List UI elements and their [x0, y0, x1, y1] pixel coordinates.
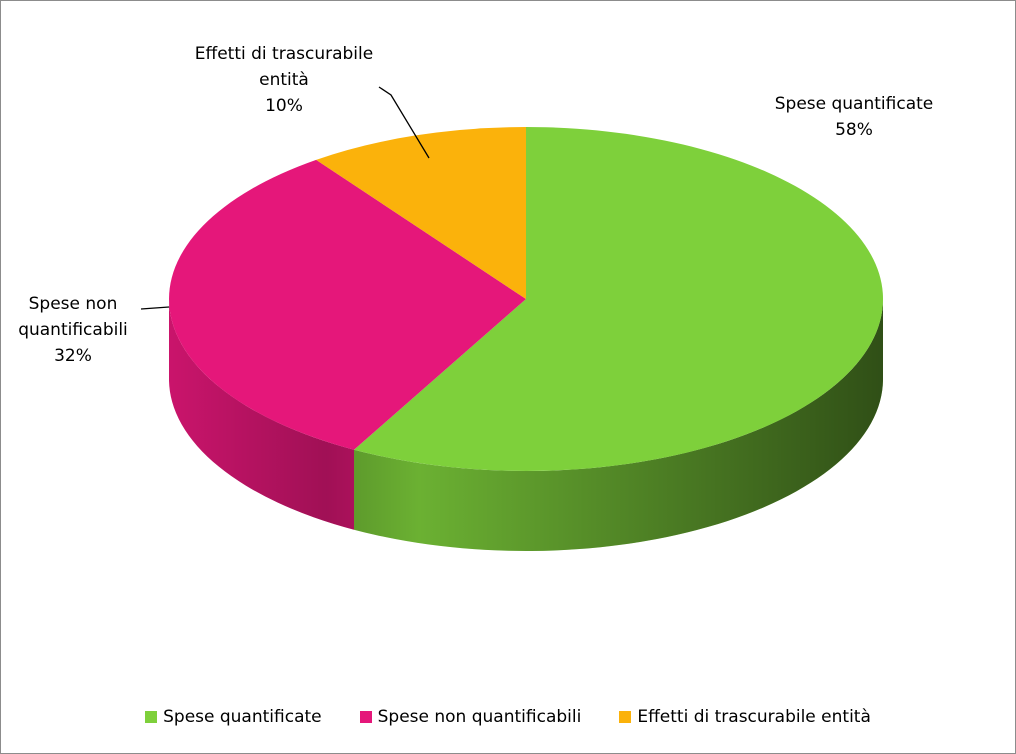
data-label-value: 10% — [265, 96, 303, 116]
legend-item: Spese quantificate — [145, 707, 322, 727]
legend-swatch — [619, 711, 632, 723]
data-label-category: Effetti di trascurabile entità — [194, 44, 374, 90]
legend-swatch — [145, 711, 158, 723]
slice — [354, 127, 884, 471]
data-label: Spese non quantificabili 32% — [1, 291, 148, 369]
data-label-value: 32% — [54, 346, 92, 366]
slice — [316, 127, 526, 299]
leader-line — [378, 86, 430, 159]
data-label-category: Spese non quantificabili — [18, 294, 128, 340]
legend-label: Spese quantificate — [163, 707, 322, 727]
leader-line — [140, 306, 170, 310]
legend-item: Effetti di trascurabile entità — [619, 707, 871, 727]
data-label-value: 58% — [835, 120, 873, 140]
legend-label: Spese non quantificabili — [377, 707, 582, 727]
data-label-category: Spese quantificate — [774, 94, 934, 114]
legend-label: Effetti di trascurabile entità — [637, 707, 871, 727]
data-label: Effetti di trascurabile entità 10% — [184, 41, 384, 119]
side-shade — [169, 299, 355, 530]
legend: Spese quantificate Spese non quantificabi… — [1, 707, 1015, 727]
legend-swatch — [359, 711, 372, 723]
side-shade — [354, 299, 883, 551]
slice — [169, 159, 526, 450]
legend-item: Spese non quantificabili — [359, 707, 582, 727]
data-label: Spese quantificate 58% — [754, 91, 954, 143]
